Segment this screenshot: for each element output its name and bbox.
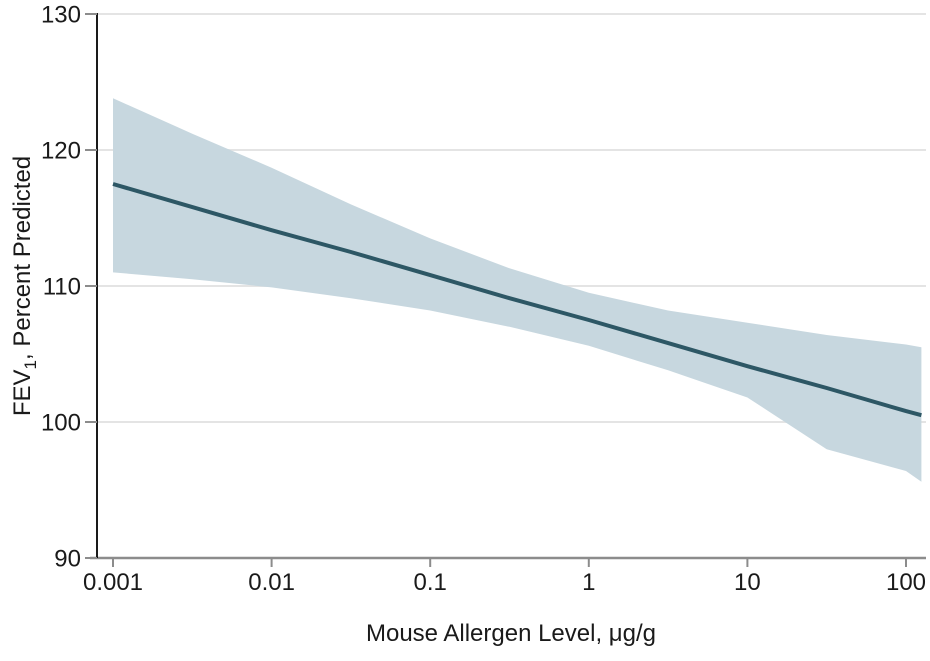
x-tick-label-1: 1 <box>582 569 595 596</box>
y-tick-label-90: 90 <box>54 546 81 573</box>
y-tick-label-120: 120 <box>41 138 81 165</box>
y-axis-title-rest: , Percent Predicted <box>9 156 36 360</box>
x-axis-title: Mouse Allergen Level, μg/g <box>366 620 656 647</box>
y-tick-label-110: 110 <box>43 274 81 301</box>
y-tick-label-130: 130 <box>41 2 81 29</box>
x-tick-label-0.001: 0.001 <box>83 569 143 596</box>
y-axis-title-base: FEV <box>9 369 36 416</box>
x-tick-label-100: 100 <box>886 569 926 596</box>
y-axis-title-subscript: 1 <box>21 360 40 369</box>
x-tick-label-10: 10 <box>734 569 761 596</box>
y-tick-label-100: 100 <box>41 410 81 437</box>
fitted-line <box>112 182 922 418</box>
x-tick-label-0.01: 0.01 <box>248 569 295 596</box>
confidence-band <box>113 98 922 482</box>
x-tick-label-0.1: 0.1 <box>414 569 447 596</box>
y-axis-title: FEV1, Percent Predicted <box>9 156 40 416</box>
